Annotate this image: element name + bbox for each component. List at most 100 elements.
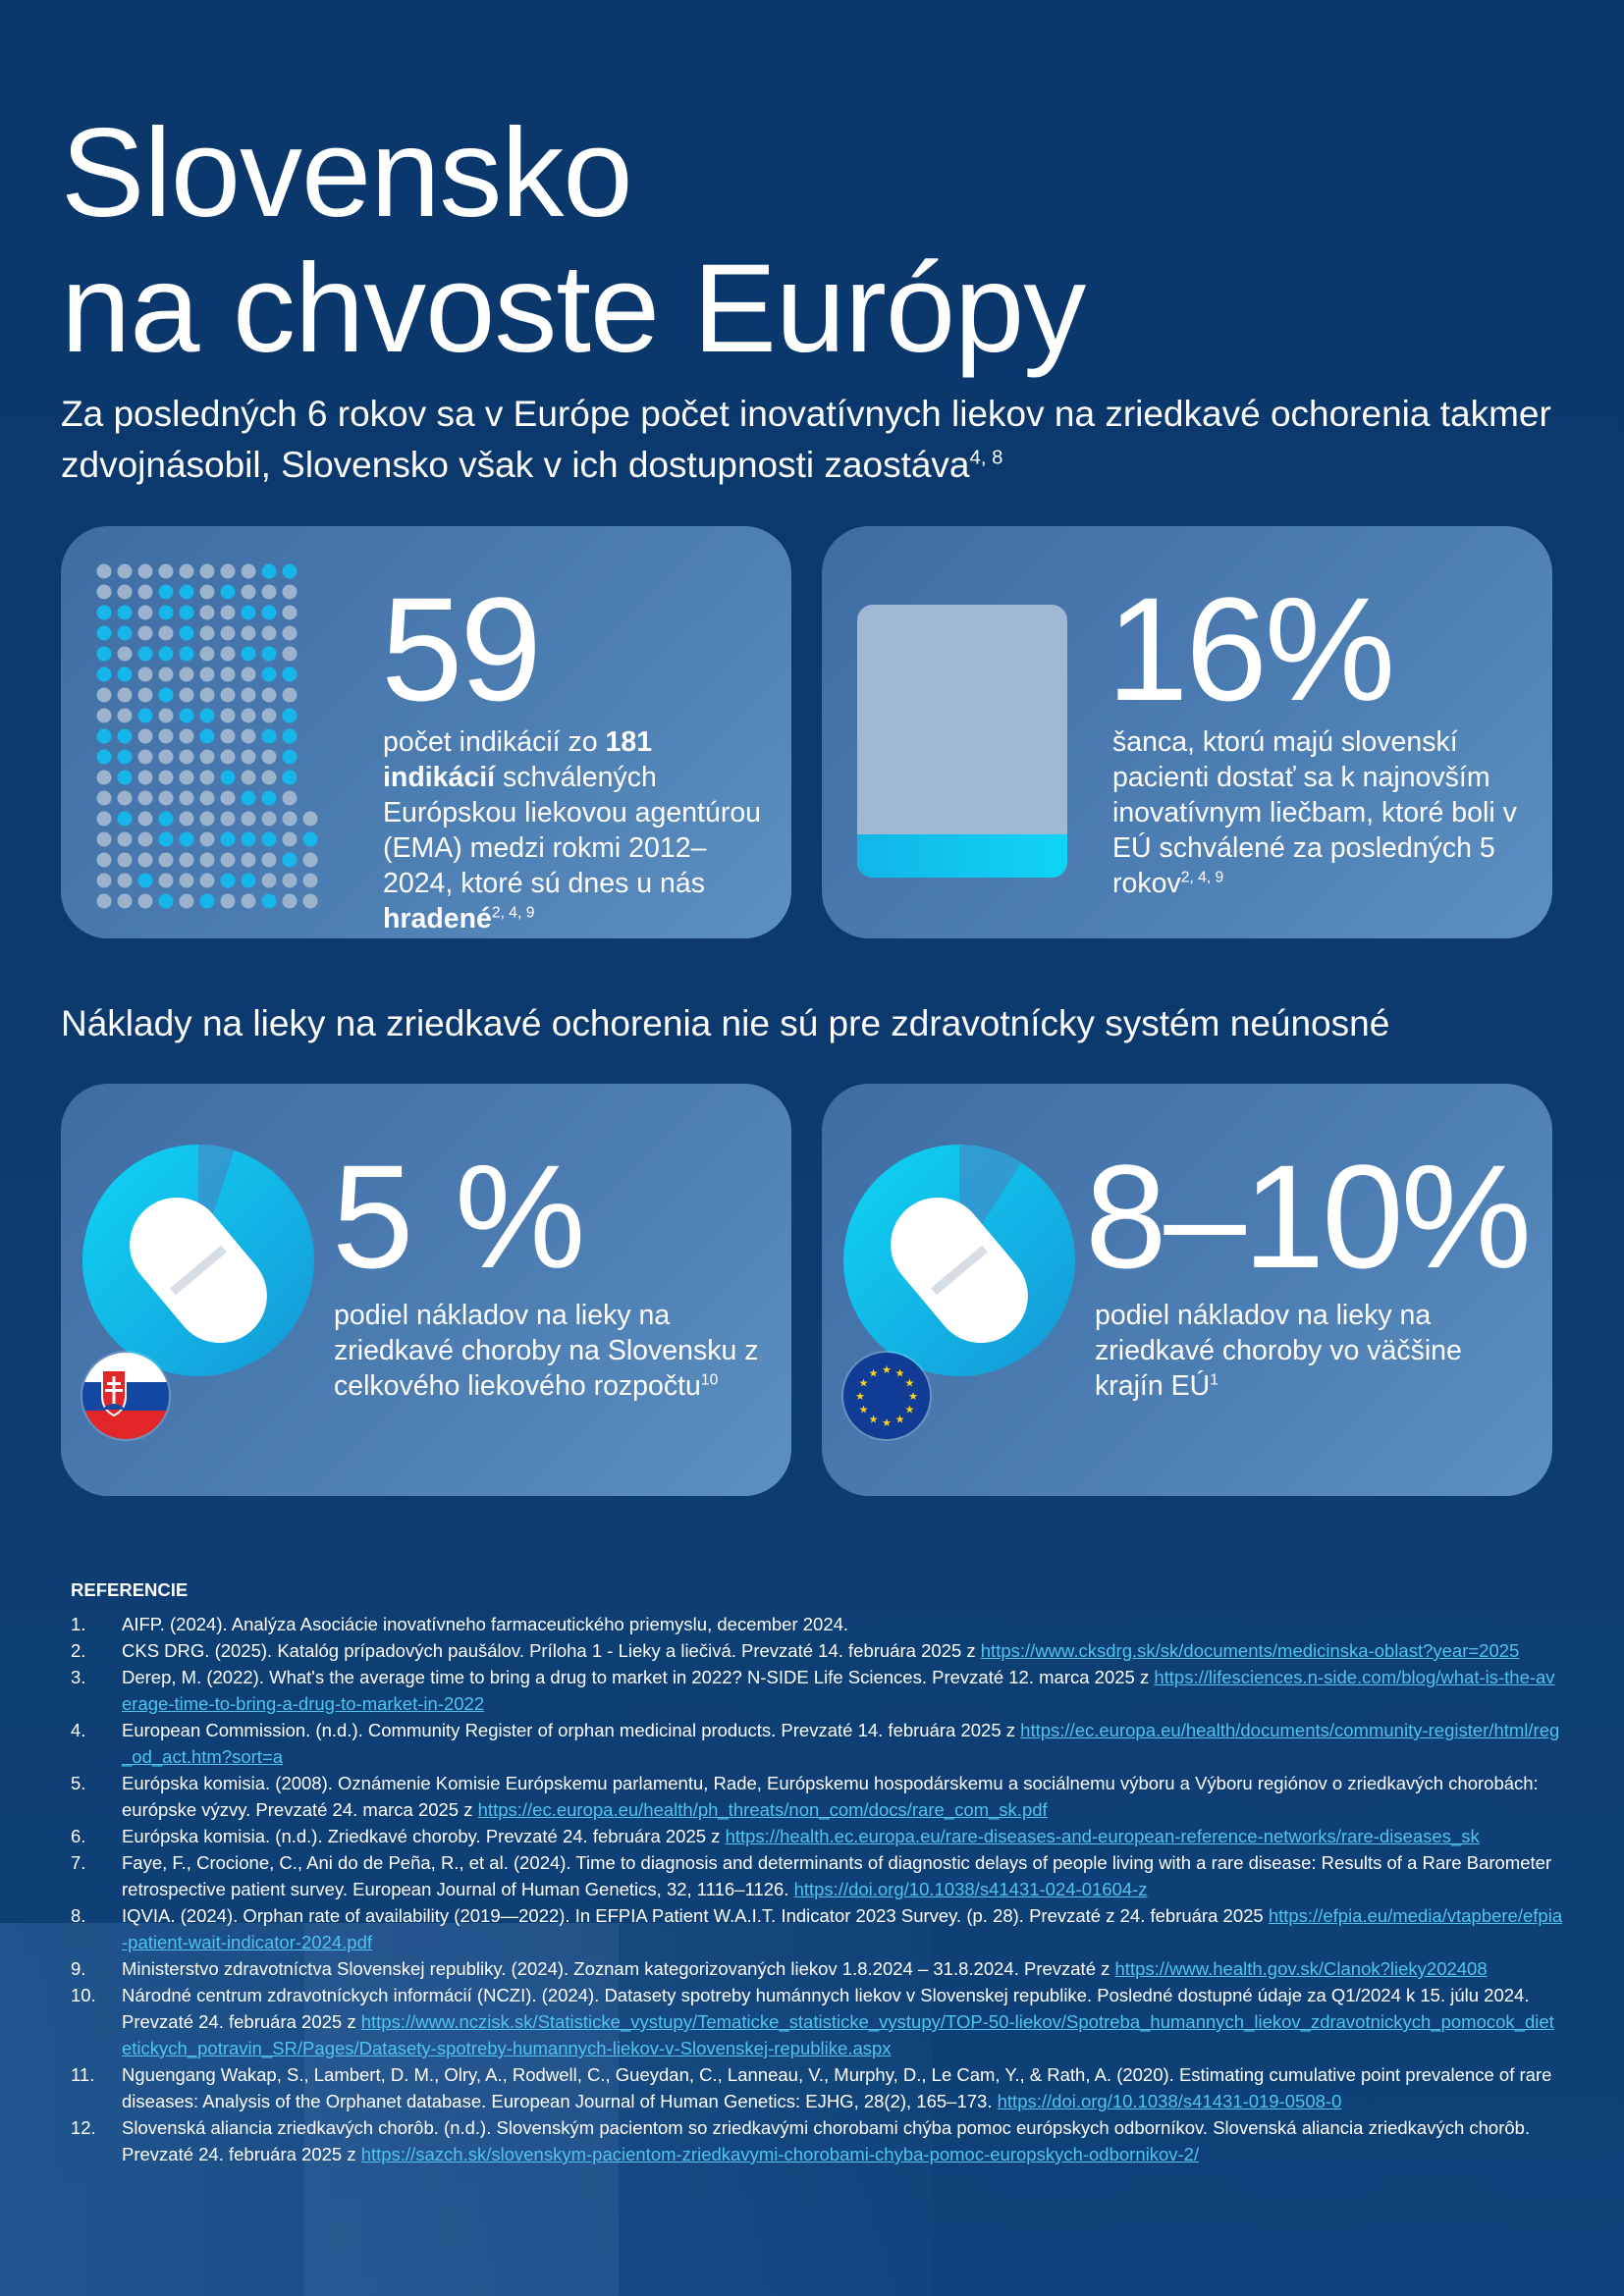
background-decoration-band [304,1923,619,2296]
dot-uncovered [282,873,298,888]
reference-link[interactable]: https://doi.org/10.1038/s41431-019-0508-… [997,2091,1342,2111]
dot-uncovered [117,563,133,579]
dot-covered [117,749,133,765]
dot-uncovered [261,687,277,703]
eu-cost-value: 8–10% [1085,1134,1532,1299]
dot-uncovered [199,852,215,868]
dot-uncovered [96,708,112,723]
dot-covered [261,605,277,620]
dot-uncovered [199,687,215,703]
reference-item: 9. Ministerstvo zdravotníctva Slovenskej … [71,1955,1563,1982]
reference-link[interactable]: https://www.cksdrg.sk/sk/documents/medic… [980,1640,1520,1661]
dot-covered [158,811,174,827]
slovakia-cost-pie [82,1145,314,1376]
reference-item: 2. CKS DRG. (2025). Katalóg prípadových p… [71,1637,1563,1664]
dot-covered [241,605,256,620]
reference-item: 10. Národné centrum zdravotníckych inform… [71,1982,1563,2061]
dot-uncovered [220,563,236,579]
pill-icon [891,1197,1028,1344]
dot-covered [179,584,194,600]
dot-covered [179,625,194,641]
dot-uncovered [199,749,215,765]
dot-covered [302,831,318,847]
background-decoration [0,1923,933,2296]
dot-covered [282,708,298,723]
dot-covered [96,667,112,682]
dot-uncovered [179,770,194,785]
dot-covered [179,708,194,723]
indications-desc-mid: schválených Európskou liekovou agentúrou… [383,762,762,899]
dot-uncovered [137,749,153,765]
dot-uncovered [117,831,133,847]
dot-uncovered [179,687,194,703]
dot-covered [158,893,174,909]
dot-uncovered [282,811,298,827]
reference-link[interactable]: https://lifesciences.n-side.com/blog/wha… [122,1667,1555,1714]
reference-link[interactable]: https://ec.europa.eu/health/documents/co… [122,1720,1560,1767]
reference-link[interactable]: https://sazch.sk/slovenskym-pacientom-zr… [360,2144,1200,2164]
reference-link[interactable]: https://health.ec.europa.eu/rare-disease… [725,1826,1480,1846]
dot-covered [117,728,133,744]
dot-uncovered [241,708,256,723]
dot-uncovered [199,605,215,620]
reference-text: CKS DRG. (2025). Katalóg prípadových pau… [122,1640,981,1661]
dot-uncovered [96,873,112,888]
eu-star-icon: ★ [855,1391,865,1403]
slovakia-cost-footnote: 10 [700,1371,719,1389]
dot-uncovered [220,646,236,662]
dot-covered [199,728,215,744]
dot-uncovered [117,893,133,909]
indications-desc-bold-total: 181 indikácií [383,726,653,793]
dot-uncovered [261,708,277,723]
chance-desc-text: šanca, ktorú majú slovenskí pacienti dos… [1112,726,1517,899]
reference-link[interactable]: https://doi.org/10.1038/s41431-024-01604… [793,1879,1148,1899]
reference-number: 8. [71,1905,86,1926]
reference-link[interactable]: https://ec.europa.eu/health/ph_threats/n… [477,1799,1048,1820]
slovakia-cost-value: 5 % [332,1134,586,1299]
eu-star-icon: ★ [882,1364,892,1376]
dot-uncovered [241,584,256,600]
reference-number: 6. [71,1826,86,1846]
dot-uncovered [179,852,194,868]
dot-uncovered [158,770,174,785]
reference-link[interactable]: https://www.nczisk.sk/Statisticke_vystup… [122,2011,1554,2058]
dot-uncovered [220,625,236,641]
dot-uncovered [96,893,112,909]
dot-covered [241,873,256,888]
dot-covered [199,893,215,909]
dot-uncovered [137,770,153,785]
dot-uncovered [137,605,153,620]
dot-uncovered [199,563,215,579]
dot-covered [179,646,194,662]
dot-covered [117,625,133,641]
dot-uncovered [241,749,256,765]
dot-uncovered [137,563,153,579]
dot-uncovered [282,790,298,806]
dot-uncovered [241,728,256,744]
chance-level-fill [857,833,1067,878]
dot-covered [220,831,236,847]
slovakia-cost-desc-text: podiel nákladov na lieky na zriedkavé ch… [334,1300,759,1402]
reference-item: 3. Derep, M. (2022). What's the average t… [71,1664,1563,1717]
reference-number: 9. [71,1958,86,1979]
dot-uncovered [137,811,153,827]
reference-link[interactable]: https://efpia.eu/media/vtapbere/efpia-pa… [122,1905,1563,1952]
references-section: REFERENCIE 1. AIFP. (2024). Analýza Asoci… [71,1576,1563,2167]
indications-description: počet indikácií zo 181 indikácií schvále… [383,724,772,936]
dot-covered [282,667,298,682]
reference-text: Slovenská aliancia zriedkavých chorôb. (… [122,2117,1531,2164]
eu-star-icon: ★ [859,1405,869,1416]
eu-star-icon: ★ [895,1368,905,1380]
dot-covered [117,811,133,827]
dot-covered [241,790,256,806]
reference-link[interactable]: https://www.health.gov.sk/Clanok?lieky20… [1114,1958,1488,1979]
dot-covered [261,831,277,847]
dot-covered [158,831,174,847]
reference-number: 1. [71,1614,86,1634]
dot-covered [137,646,153,662]
dot-uncovered [282,893,298,909]
slovakia-cost-description: podiel nákladov na lieky na zriedkavé ch… [334,1298,766,1404]
reference-text: Európska komisia. (n.d.). Zriedkavé chor… [122,1826,726,1846]
dot-uncovered [117,873,133,888]
indications-value: 59 [381,566,542,731]
